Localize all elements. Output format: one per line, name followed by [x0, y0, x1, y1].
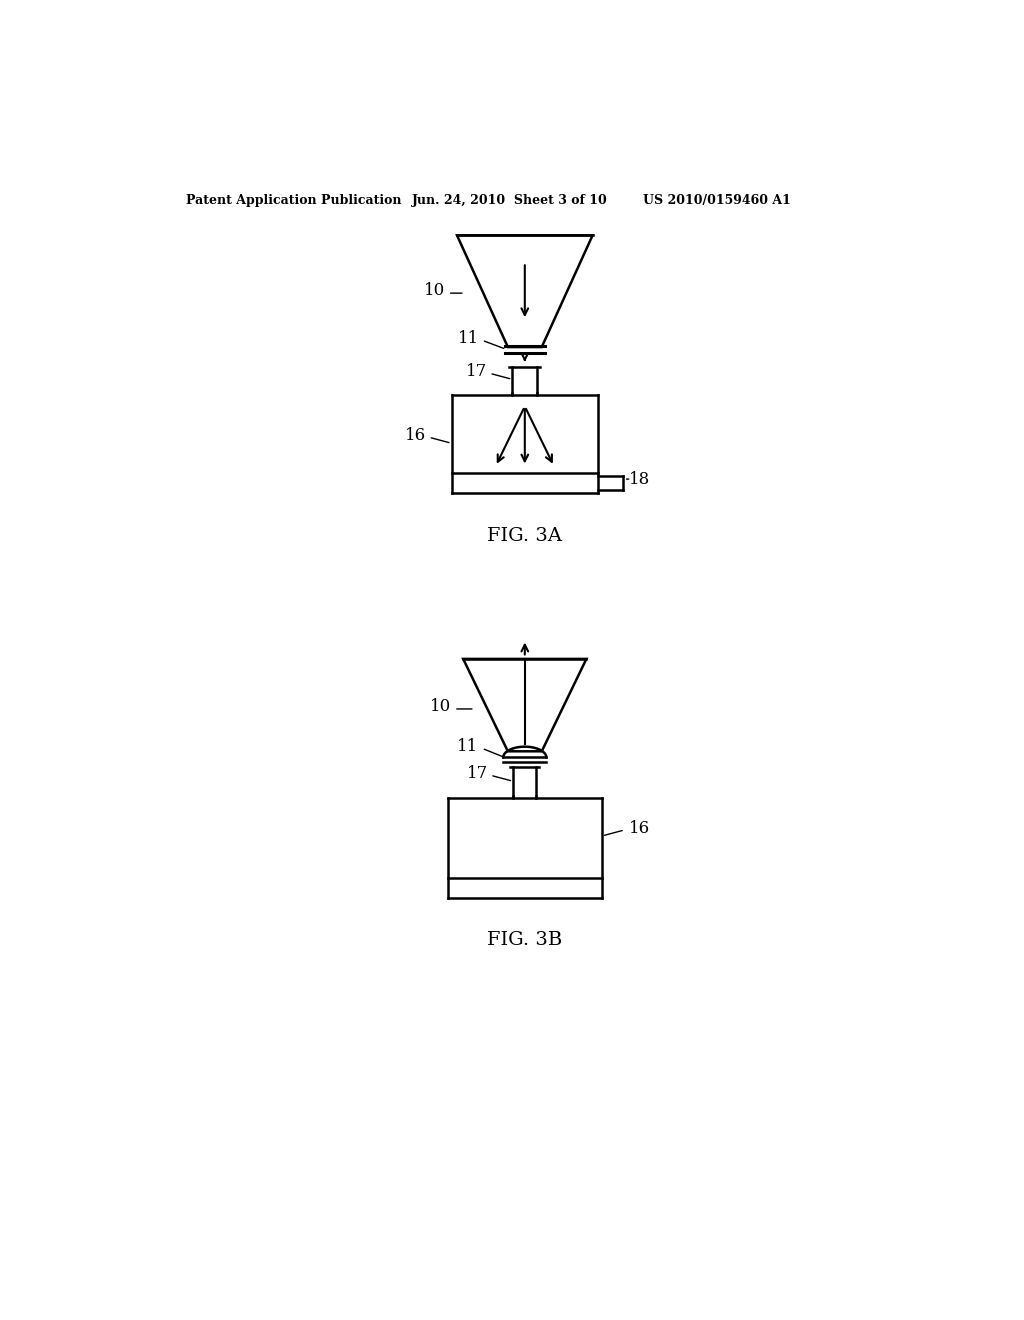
Text: 17: 17: [466, 363, 487, 380]
Text: 11: 11: [458, 738, 478, 755]
Text: 10: 10: [424, 282, 445, 300]
Text: 10: 10: [430, 698, 452, 715]
Text: 16: 16: [629, 820, 650, 837]
Text: 11: 11: [458, 330, 479, 347]
Text: 16: 16: [406, 428, 426, 444]
Text: FIG. 3A: FIG. 3A: [487, 527, 562, 545]
Text: US 2010/0159460 A1: US 2010/0159460 A1: [643, 194, 791, 207]
Text: FIG. 3B: FIG. 3B: [487, 931, 562, 949]
Text: 17: 17: [467, 766, 487, 783]
Text: Patent Application Publication: Patent Application Publication: [186, 194, 401, 207]
Text: Jun. 24, 2010  Sheet 3 of 10: Jun. 24, 2010 Sheet 3 of 10: [412, 194, 607, 207]
Text: 18: 18: [629, 471, 650, 487]
